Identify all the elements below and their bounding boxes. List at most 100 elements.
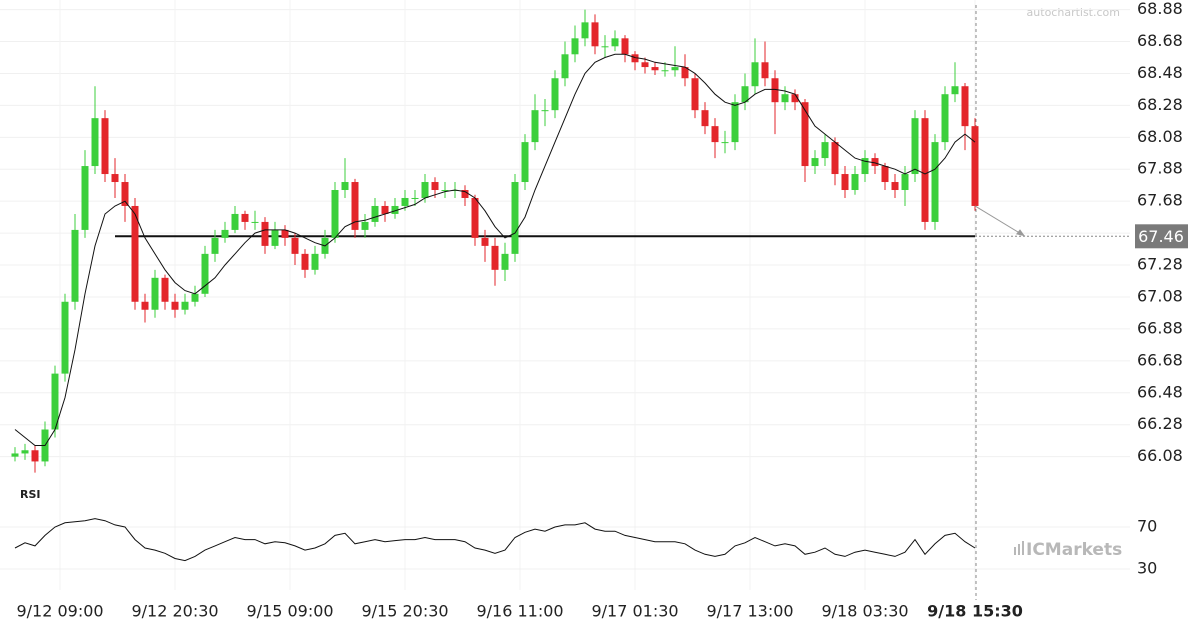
candle-body [741,86,749,103]
y-tick-label: 70 [1137,517,1157,536]
candle-body [751,62,759,87]
candle-body [291,237,299,254]
level-label: 67.46 [1138,227,1184,246]
candle-body [701,110,709,127]
candle-body [271,229,279,246]
candle-body [571,38,579,55]
candle-body [11,453,19,457]
candle-body [801,102,809,167]
candle-body [201,253,209,294]
logo-bar [1022,541,1024,555]
moving-average [14,53,976,446]
y-tick-label: 68.88 [1137,0,1183,18]
candle-body [461,190,469,198]
candle-body [231,213,239,230]
candle-body [101,118,109,175]
candle-body [421,182,429,198]
candle-body [711,126,719,143]
y-tick-label: 67.68 [1137,191,1183,210]
candle-body [881,166,889,183]
candle-body [381,205,389,214]
y-tick-label: 66.68 [1137,350,1183,369]
candle-body [171,301,179,310]
candle-body [561,54,569,79]
candle-body [481,237,489,246]
rsi-label: RSI [20,488,41,501]
candle-body [781,94,789,103]
candle-body [691,78,699,111]
candle-body [61,301,69,374]
candle-body [441,190,449,192]
candle-body [871,158,879,167]
candle-body [351,182,359,230]
candle-body [91,118,99,167]
candle-body [671,67,679,71]
candle-body [341,182,349,191]
candle-body [551,78,559,111]
y-tick-label: 66.48 [1137,382,1183,401]
y-tick-label: 68.48 [1137,63,1183,82]
y-tick-label: 68.08 [1137,127,1183,146]
candle-body [221,229,229,238]
y-tick-label: 67.08 [1137,286,1183,305]
candle-body [301,253,309,270]
candle-body [141,301,149,310]
candle-body [161,277,169,302]
candle-body [861,158,869,175]
watermark: autochartist.com [1027,6,1120,19]
candle-body [761,62,769,79]
candle-body [621,38,629,55]
logo-bar [1014,547,1016,555]
candle-body [31,450,39,462]
candle-body [181,301,189,310]
candle-body [131,205,139,302]
candle-body [361,221,369,230]
x-tick-label: 9/18 03:30 [821,602,908,621]
candle-body [251,221,259,223]
candle-body [951,86,959,95]
candle-body [931,142,939,222]
logo-text: ICMarkets [1026,540,1122,560]
candle-body [151,277,159,310]
candle-body [211,237,219,254]
candle-body [521,142,529,183]
candle-body [371,205,379,222]
candle-body [281,229,289,238]
rsi-line [14,518,976,562]
candle-body [471,197,479,238]
x-tick-label: 9/18 15:30 [927,602,1023,621]
candle-body [391,205,399,214]
candle-body [661,70,669,72]
candle-body [541,110,549,112]
y-tick-label: 67.88 [1137,159,1183,178]
y-tick-label: 30 [1137,559,1157,578]
candle-body [601,46,609,48]
level-label-box [1135,224,1188,249]
projection-arrowhead [1016,229,1025,237]
candle-body [641,62,649,68]
y-tick-label: 66.28 [1137,414,1183,433]
candle-body [731,102,739,143]
y-tick-label: 67.28 [1137,255,1183,274]
candle-body [921,118,929,222]
y-tick-label: 66.08 [1137,446,1183,465]
candle-body [841,174,849,191]
candle-body [261,221,269,246]
x-tick-label: 9/12 20:30 [131,602,218,621]
candle-body [191,293,199,302]
candle-body [431,182,439,191]
candle-body [241,213,249,222]
candle-body [511,182,519,254]
grid [0,0,1130,590]
x-tick-label: 9/17 01:30 [591,602,678,621]
candle-body [831,142,839,175]
candle-body [411,197,419,199]
candle-body [51,373,59,430]
candle-body [581,22,589,39]
candle-body [681,67,689,79]
logo-bar [1018,544,1020,555]
candle-body [631,54,639,63]
candle-body [591,22,599,47]
candle-body [941,94,949,143]
